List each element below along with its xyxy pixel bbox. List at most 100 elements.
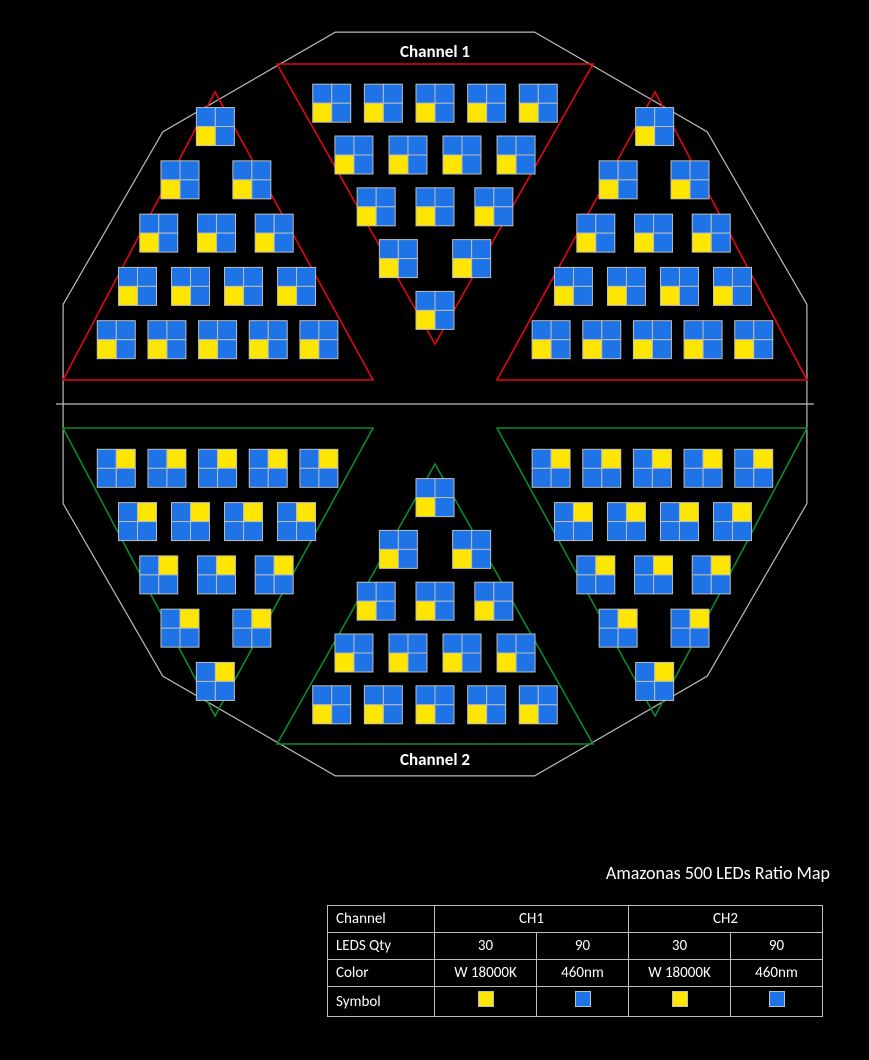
led-blue xyxy=(159,214,178,233)
led-blue xyxy=(180,161,199,180)
led-blue xyxy=(494,582,513,601)
led-yellow xyxy=(416,310,435,329)
led-blue xyxy=(159,575,178,594)
led-blue xyxy=(218,468,237,487)
led-blue xyxy=(599,161,618,180)
led-blue xyxy=(376,207,395,226)
hdr-channel: Channel xyxy=(328,906,435,933)
led-yellow xyxy=(180,609,199,628)
led-blue xyxy=(319,321,338,340)
led-blue xyxy=(692,556,711,575)
led-blue xyxy=(278,503,297,522)
led-blue xyxy=(554,267,573,286)
led-module xyxy=(255,556,293,594)
led-module xyxy=(119,267,157,305)
led-blue xyxy=(655,108,674,127)
led-yellow xyxy=(249,340,268,359)
led-blue xyxy=(607,522,626,541)
led-blue xyxy=(732,522,751,541)
led-blue xyxy=(172,267,191,286)
led-blue xyxy=(297,267,316,286)
led-blue xyxy=(97,321,116,340)
led-blue xyxy=(635,556,654,575)
led-blue xyxy=(354,155,373,174)
led-blue xyxy=(577,556,596,575)
led-blue xyxy=(252,180,271,199)
led-blue xyxy=(602,340,621,359)
led-module xyxy=(684,321,722,359)
led-blue xyxy=(735,321,754,340)
cell: 460nm xyxy=(537,960,629,987)
cell: 90 xyxy=(537,933,629,960)
color-swatch xyxy=(575,991,591,1007)
led-yellow xyxy=(216,556,235,575)
led-module xyxy=(735,321,773,359)
led-blue xyxy=(376,582,395,601)
led-blue xyxy=(119,522,138,541)
led-blue xyxy=(703,321,722,340)
led-module xyxy=(671,161,709,199)
led-module xyxy=(199,321,237,359)
led-blue xyxy=(233,161,252,180)
led-blue xyxy=(652,340,671,359)
led-blue xyxy=(416,479,435,498)
led-blue xyxy=(297,286,316,305)
led-module xyxy=(468,686,506,724)
swatch-yellow xyxy=(435,987,537,1017)
led-module xyxy=(633,449,671,487)
led-yellow xyxy=(167,449,186,468)
led-module xyxy=(196,662,234,700)
color-swatch xyxy=(478,991,494,1007)
led-blue xyxy=(654,233,673,252)
led-yellow xyxy=(602,449,621,468)
swatch-yellow xyxy=(629,987,731,1017)
led-blue xyxy=(554,503,573,522)
led-yellow xyxy=(713,286,732,305)
led-yellow xyxy=(199,340,218,359)
led-module xyxy=(684,449,722,487)
led-blue xyxy=(354,136,373,155)
led-module xyxy=(633,321,671,359)
led-blue xyxy=(383,103,402,122)
led-blue xyxy=(462,155,481,174)
led-module xyxy=(416,582,454,620)
led-blue xyxy=(735,468,754,487)
led-blue xyxy=(652,468,671,487)
led-blue xyxy=(573,267,592,286)
led-blue xyxy=(636,681,655,700)
led-blue xyxy=(274,233,293,252)
led-blue xyxy=(551,340,570,359)
led-blue xyxy=(633,321,652,340)
led-yellow xyxy=(97,340,116,359)
led-yellow xyxy=(278,286,297,305)
led-blue xyxy=(167,468,186,487)
hdr-ch1: CH1 xyxy=(435,906,629,933)
cell: 460nm xyxy=(731,960,823,987)
led-blue xyxy=(519,84,538,103)
led-module xyxy=(532,449,570,487)
led-module xyxy=(225,503,263,541)
led-yellow xyxy=(161,180,180,199)
led-blue xyxy=(573,522,592,541)
led-blue xyxy=(435,582,454,601)
led-module xyxy=(233,161,271,199)
led-yellow xyxy=(599,180,618,199)
led-blue xyxy=(161,609,180,628)
led-yellow xyxy=(313,103,332,122)
led-blue xyxy=(654,214,673,233)
led-blue xyxy=(191,286,210,305)
led-module xyxy=(161,609,199,647)
led-yellow xyxy=(551,449,570,468)
led-blue xyxy=(435,705,454,724)
led-module xyxy=(735,449,773,487)
led-blue xyxy=(654,575,673,594)
led-blue xyxy=(554,522,573,541)
led-blue xyxy=(655,127,674,146)
led-blue xyxy=(435,291,454,310)
led-module xyxy=(636,662,674,700)
led-yellow xyxy=(233,180,252,199)
led-blue xyxy=(713,503,732,522)
led-module xyxy=(249,449,287,487)
led-blue xyxy=(551,321,570,340)
led-blue xyxy=(218,340,237,359)
